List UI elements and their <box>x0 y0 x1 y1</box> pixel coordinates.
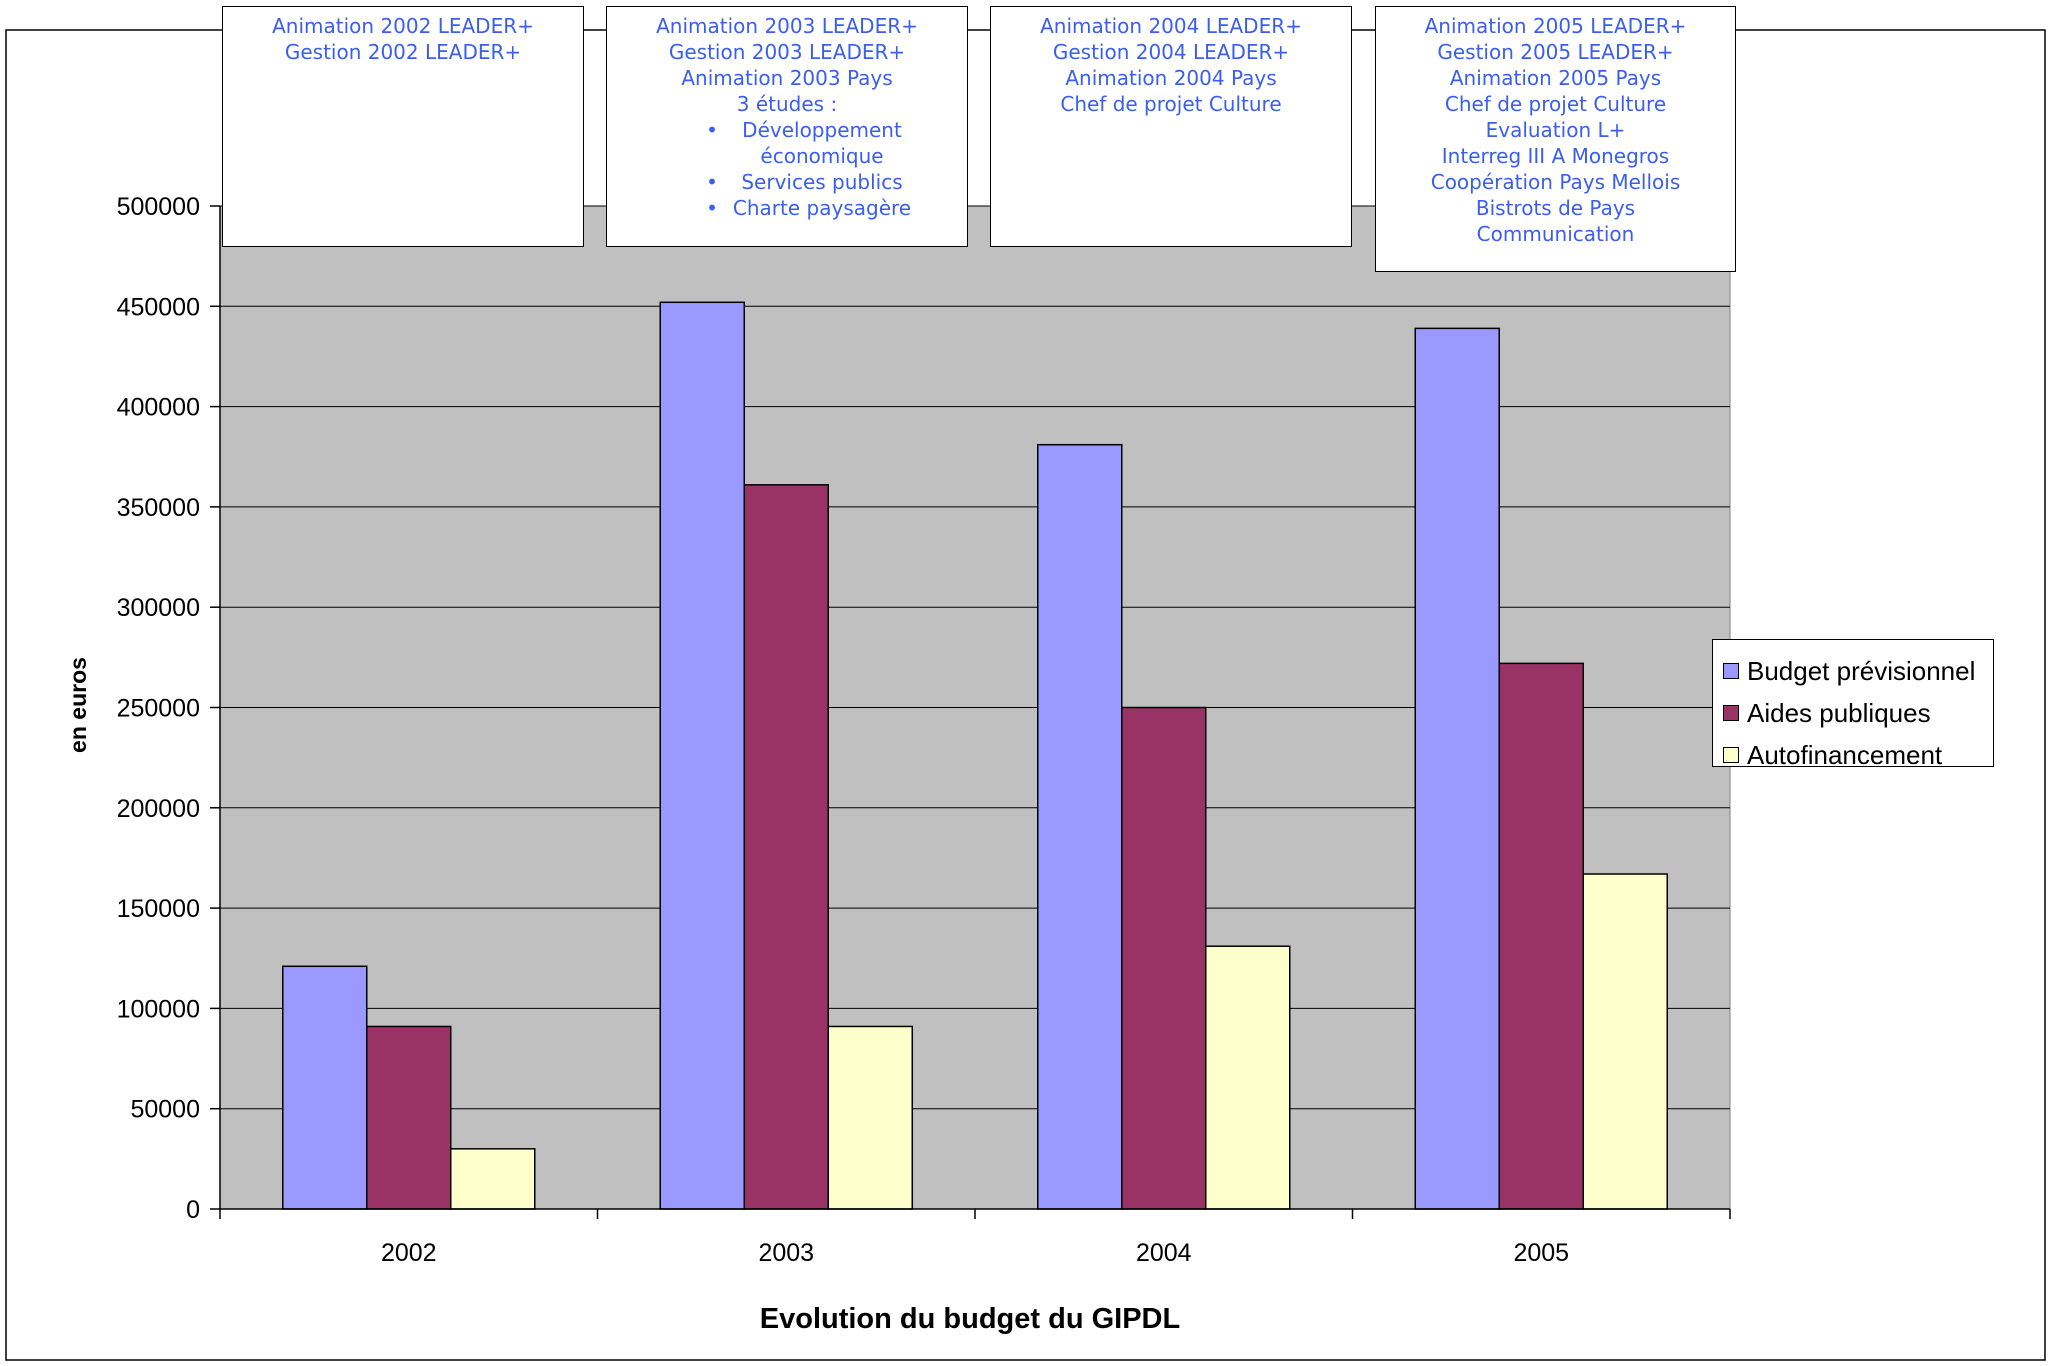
x-axis-ticks: 2002 2003 2004 2005 <box>219 1209 1731 1267</box>
annotation-line: Chef de projet Culture <box>1444 92 1667 116</box>
annotation-line: Coopération Pays Mellois <box>1430 170 1681 194</box>
x-tick-label: 2002 <box>381 1239 437 1267</box>
annotation-line: Animation 2005 LEADER+ <box>1424 14 1687 38</box>
legend: Budget prévisionnel Aides publiques Autofi… <box>1712 639 1994 770</box>
y-axis-label: en euros <box>65 657 91 753</box>
annotation-line: Gestion 2005 LEADER+ <box>1437 40 1674 64</box>
annotation-line: Bistrots de Pays <box>1475 196 1636 220</box>
annotation-line: Gestion 2002 LEADER+ <box>284 40 522 64</box>
annotation-line: Interreg III A Monegros <box>1441 144 1670 168</box>
annotation-line: Communication <box>1476 222 1635 246</box>
bar-1-2004 <box>1037 443 1123 1210</box>
annotation-line: Evaluation L+ <box>1485 118 1626 142</box>
legend-item: Aides publiques <box>1723 692 1993 734</box>
bar-2-2004 <box>1121 706 1207 1210</box>
y-tick-label: 150000 <box>117 895 200 923</box>
annotation-line: Gestion 2003 LEADER+ <box>668 40 906 64</box>
x-tick-label: 2004 <box>1136 1239 1192 1267</box>
y-tick-label: 400000 <box>117 394 200 422</box>
y-tick-label: 500000 <box>117 193 200 221</box>
bar-3-2002 <box>450 1148 536 1210</box>
annotation-box-1: Animation 2002 LEADER+ Gestion 2002 LEADE… <box>222 6 584 247</box>
legend-item: Autofinancement <box>1723 734 1993 776</box>
legend-label: Aides publiques <box>1747 697 1931 728</box>
legend-label: Budget prévisionnel <box>1747 655 1976 686</box>
y-tick-label: 250000 <box>117 695 200 723</box>
x-tick-label: 2003 <box>758 1239 814 1267</box>
annotation-bullet: • Services publics <box>607 169 967 195</box>
bullet-icon: • <box>706 196 718 220</box>
bar-1-2005 <box>1414 327 1500 1210</box>
bar-2-2002 <box>366 1025 452 1210</box>
bullet-icon: • <box>706 170 718 194</box>
legend-swatch <box>1723 705 1739 721</box>
y-tick-label: 0 <box>186 1196 200 1224</box>
bar-1-2002 <box>282 965 368 1210</box>
annotation-box-4: Animation 2005 LEADER+ Gestion 2005 LEADE… <box>1375 6 1736 272</box>
bar-3-2003 <box>827 1025 913 1210</box>
annotation-line: 3 études : <box>736 92 838 116</box>
annotation-box-3: Animation 2004 LEADER+ Gestion 2004 LEADE… <box>990 6 1352 247</box>
bullet-text: Services publics <box>741 170 903 194</box>
x-tick-label: 2005 <box>1513 1239 1569 1267</box>
annotation-line: Animation 2003 LEADER+ <box>656 14 918 38</box>
annotation-line: Animation 2005 Pays <box>1449 66 1662 90</box>
annotation-line: Chef de projet Culture <box>1060 92 1282 116</box>
legend-swatch <box>1723 747 1739 763</box>
annotation-box-2: Animation 2003 LEADER+ Gestion 2003 LEADE… <box>606 6 968 247</box>
bar-3-2005 <box>1582 873 1668 1210</box>
bar-2-2003 <box>743 484 829 1210</box>
bullet-text: Charte paysagère <box>732 196 912 220</box>
bullet-text: Développement économique <box>742 118 902 168</box>
x-axis-label: Evolution du budget du GIPDL <box>760 1303 1180 1335</box>
annotation-bullet: • Développement économique <box>607 117 967 169</box>
annotation-line: Gestion 2004 LEADER+ <box>1052 40 1290 64</box>
y-tick-label: 350000 <box>117 494 200 522</box>
legend-swatch <box>1723 663 1739 679</box>
legend-label: Autofinancement <box>1747 739 1943 770</box>
y-tick-label: 100000 <box>117 995 200 1023</box>
annotation-bullet: • Charte paysagère <box>607 195 967 221</box>
bar-3-2004 <box>1205 945 1291 1210</box>
y-tick-label: 50000 <box>130 1096 200 1124</box>
bullet-icon: • <box>706 118 718 142</box>
bar-1-2003 <box>659 301 745 1210</box>
y-tick-label: 200000 <box>117 795 200 823</box>
y-tick-label: 450000 <box>117 293 200 321</box>
y-axis-ticks: 0 50000 100000 150000 200000 250000 300000 3500… <box>117 193 220 1224</box>
annotation-line: Animation 2002 LEADER+ <box>272 14 534 38</box>
annotation-line: Animation 2003 Pays <box>681 66 893 90</box>
annotation-line: Animation 2004 LEADER+ <box>1040 14 1302 38</box>
legend-item: Budget prévisionnel <box>1723 650 1993 692</box>
annotation-line: Animation 2004 Pays <box>1065 66 1277 90</box>
y-tick-label: 300000 <box>117 594 200 622</box>
bar-2-2005 <box>1498 662 1584 1210</box>
